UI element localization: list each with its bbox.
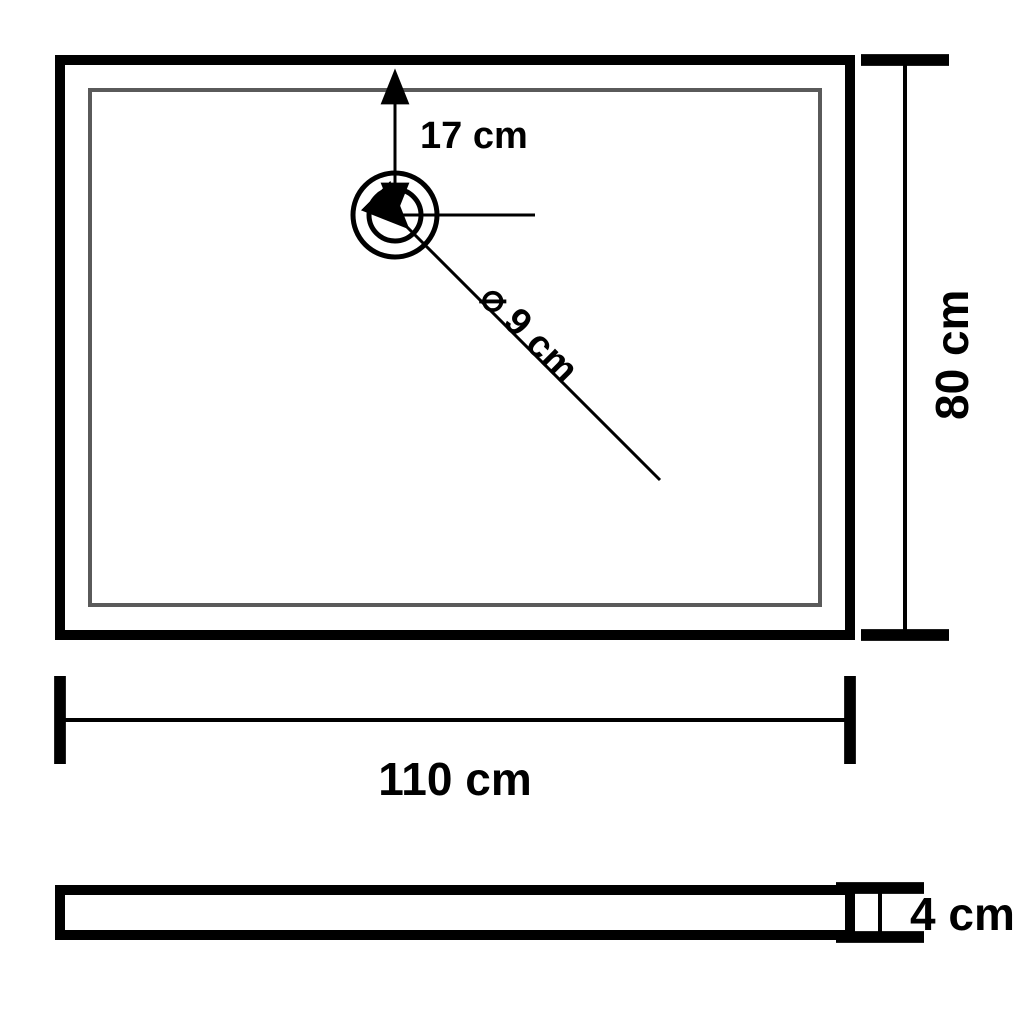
topview-inner-rect: [90, 90, 820, 605]
dim-drain-dia-label: ⌀ 9 cm: [472, 277, 587, 392]
dim-width-label: 110 cm: [378, 753, 531, 805]
sideview-rect: [60, 890, 850, 935]
dim-height-label: 80 cm: [926, 290, 978, 420]
dimension-diagram: 17 cm ⌀ 9 cm 80 cm 110 cm 4 cm: [0, 0, 1024, 1024]
dim-thickness-label: 4 cm: [910, 888, 1015, 940]
dim-drain-offset-label: 17 cm: [420, 115, 528, 157]
